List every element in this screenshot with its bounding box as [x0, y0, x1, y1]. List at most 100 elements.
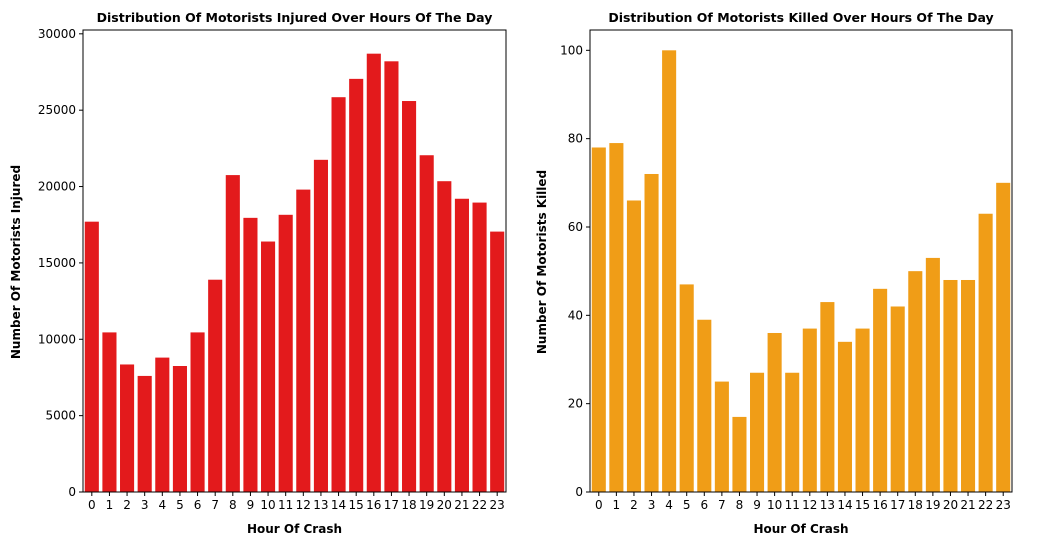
injured-bar-hour-14 [331, 97, 346, 492]
killed-chart-title: Distribution Of Motorists Killed Over Ho… [608, 10, 993, 25]
killed-bar-hour-13 [820, 302, 835, 492]
killed-bar-hour-23 [996, 182, 1011, 492]
injured-bar-hour-5 [172, 366, 187, 492]
injured-y-axis-label: Number Of Motorists Injured [9, 165, 23, 359]
injured-bar-hour-7 [208, 279, 223, 492]
killed-bar-hour-1 [609, 143, 624, 492]
killed-y-tick-label: 20 [568, 397, 583, 411]
injured-x-tick-label: 7 [211, 498, 219, 512]
injured-x-tick-label: 17 [384, 498, 399, 512]
injured-chart-panel: Distribution Of Motorists Injured Over H… [9, 10, 507, 536]
killed-x-tick-label: 19 [925, 498, 940, 512]
killed-bar-hour-11 [785, 372, 800, 492]
killed-bar-hour-3 [644, 173, 659, 493]
killed-x-tick-label: 2 [630, 498, 638, 512]
killed-x-tick-label: 16 [872, 498, 887, 512]
injured-bar-hour-0 [84, 221, 99, 493]
killed-x-tick-label: 10 [767, 498, 782, 512]
injured-x-tick-label: 19 [419, 498, 434, 512]
killed-bar-hour-20 [943, 279, 958, 492]
injured-y-tick-label: 5000 [45, 409, 76, 423]
killed-x-tick-label: 22 [978, 498, 993, 512]
injured-x-tick-label: 3 [141, 498, 149, 512]
killed-x-tick-label: 17 [890, 498, 905, 512]
injured-bar-hour-9 [243, 217, 258, 492]
injured-x-tick-label: 1 [106, 498, 114, 512]
killed-bar-hour-19 [925, 257, 940, 492]
killed-x-tick-label: 14 [837, 498, 852, 512]
injured-y-tick-label: 10000 [38, 332, 76, 346]
killed-bar-hour-10 [767, 332, 782, 492]
killed-x-tick-label: 21 [960, 498, 975, 512]
killed-axes-frame [589, 29, 1013, 493]
killed-x-tick-label: 9 [753, 498, 761, 512]
injured-x-tick-label: 8 [229, 498, 237, 512]
injured-bar-hour-4 [155, 357, 170, 492]
injured-x-tick-label: 22 [472, 498, 487, 512]
injured-bar-hour-17 [384, 61, 399, 493]
injured-x-tick-label: 15 [349, 498, 364, 512]
killed-bar-hour-2 [626, 200, 641, 493]
injured-x-tick-label: 4 [158, 498, 166, 512]
injured-x-tick-label: 2 [123, 498, 131, 512]
injured-x-tick-label: 5 [176, 498, 184, 512]
killed-x-tick-label: 8 [736, 498, 744, 512]
killed-x-tick-label: 5 [683, 498, 691, 512]
killed-x-axis-label: Hour Of Crash [753, 522, 848, 536]
killed-y-tick-label: 60 [568, 220, 583, 234]
injured-y-tick-label: 25000 [38, 103, 76, 117]
killed-bar-hour-4 [662, 50, 677, 492]
injured-x-tick-label: 10 [260, 498, 275, 512]
killed-x-tick-label: 3 [648, 498, 656, 512]
injured-bar-hour-3 [137, 375, 152, 492]
injured-bar-hour-23 [490, 231, 505, 492]
killed-bar-hour-9 [750, 372, 765, 492]
injured-x-tick-label: 23 [490, 498, 505, 512]
injured-bar-hour-13 [313, 159, 328, 492]
injured-bar-hour-1 [102, 332, 117, 492]
killed-x-tick-label: 12 [802, 498, 817, 512]
injured-x-tick-label: 20 [437, 498, 452, 512]
injured-chart-title: Distribution Of Motorists Injured Over H… [97, 10, 493, 25]
killed-y-tick-label: 40 [568, 308, 583, 322]
injured-bar-hour-20 [437, 181, 452, 492]
injured-bar-hour-19 [419, 155, 434, 493]
injured-y-tick-label: 15000 [38, 256, 76, 270]
injured-x-axis-label: Hour Of Crash [247, 522, 342, 536]
injured-bar-hour-22 [472, 202, 487, 492]
injured-x-tick-label: 9 [247, 498, 255, 512]
injured-bar-hour-12 [296, 189, 311, 492]
killed-bar-hour-7 [714, 381, 729, 492]
killed-bar-hour-17 [890, 306, 905, 492]
killed-bar-hour-22 [978, 213, 993, 493]
injured-x-tick-label: 18 [401, 498, 416, 512]
killed-chart-panel: Distribution Of Motorists Killed Over Ho… [535, 10, 1013, 536]
injured-y-tick-label: 30000 [38, 27, 76, 41]
killed-y-tick-label: 80 [568, 132, 583, 146]
killed-y-tick-label: 100 [560, 43, 583, 57]
killed-x-tick-label: 23 [996, 498, 1011, 512]
killed-y-axis-label: Number Of Motorists Killed [535, 170, 549, 354]
killed-x-tick-label: 6 [700, 498, 708, 512]
injured-x-tick-label: 16 [366, 498, 381, 512]
killed-x-tick-label: 7 [718, 498, 726, 512]
injured-bar-hour-15 [349, 78, 364, 493]
killed-x-tick-label: 0 [595, 498, 603, 512]
killed-x-tick-label: 15 [855, 498, 870, 512]
killed-y-tick-label: 0 [575, 485, 583, 499]
injured-x-tick-label: 13 [313, 498, 328, 512]
killed-bar-hour-21 [961, 279, 976, 492]
killed-x-tick-label: 20 [943, 498, 958, 512]
killed-x-tick-label: 4 [665, 498, 673, 512]
injured-x-tick-label: 11 [278, 498, 293, 512]
injured-bar-hour-16 [366, 53, 381, 493]
killed-x-tick-label: 13 [820, 498, 835, 512]
killed-bar-hour-15 [855, 328, 870, 492]
killed-x-tick-label: 1 [613, 498, 621, 512]
killed-bar-hour-0 [591, 147, 606, 493]
killed-bar-hour-6 [697, 319, 712, 492]
killed-bar-hour-12 [802, 328, 817, 492]
killed-x-tick-label: 11 [785, 498, 800, 512]
killed-bar-hour-14 [837, 341, 852, 492]
